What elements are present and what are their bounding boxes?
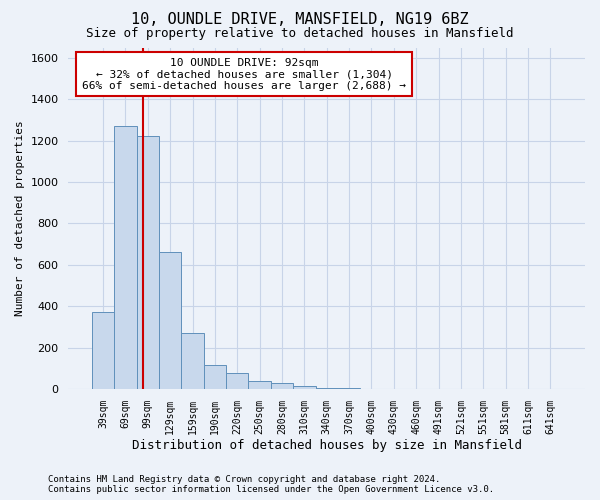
Text: 10, OUNDLE DRIVE, MANSFIELD, NG19 6BZ: 10, OUNDLE DRIVE, MANSFIELD, NG19 6BZ: [131, 12, 469, 28]
Text: Contains public sector information licensed under the Open Government Licence v3: Contains public sector information licen…: [48, 485, 494, 494]
X-axis label: Distribution of detached houses by size in Mansfield: Distribution of detached houses by size …: [132, 440, 522, 452]
Bar: [181, 333, 204, 389]
Bar: [248, 380, 271, 389]
Bar: [159, 252, 181, 389]
Bar: [271, 383, 293, 389]
Bar: [226, 374, 248, 389]
Bar: [316, 388, 338, 389]
Bar: [92, 312, 114, 389]
Y-axis label: Number of detached properties: Number of detached properties: [15, 120, 25, 316]
Bar: [338, 388, 360, 389]
Bar: [204, 365, 226, 389]
Text: 10 OUNDLE DRIVE: 92sqm
← 32% of detached houses are smaller (1,304)
66% of semi-: 10 OUNDLE DRIVE: 92sqm ← 32% of detached…: [82, 58, 406, 91]
Text: Size of property relative to detached houses in Mansfield: Size of property relative to detached ho…: [86, 28, 514, 40]
Bar: [137, 136, 159, 389]
Bar: [293, 386, 316, 389]
Text: Contains HM Land Registry data © Crown copyright and database right 2024.: Contains HM Land Registry data © Crown c…: [48, 475, 440, 484]
Bar: [114, 126, 137, 389]
